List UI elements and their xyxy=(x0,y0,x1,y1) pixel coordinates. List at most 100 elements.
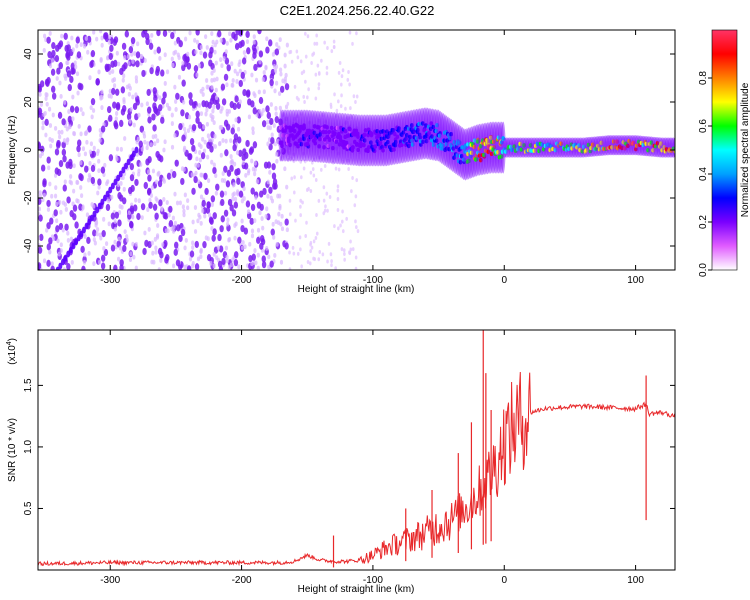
noise-cell xyxy=(136,41,140,47)
noise-cell xyxy=(237,236,242,244)
ridge-cell xyxy=(304,133,308,138)
noise-cell xyxy=(235,30,240,36)
ridge-cell xyxy=(410,142,415,147)
noise-cell xyxy=(117,236,121,242)
noise-cell xyxy=(197,121,203,129)
noise-cell xyxy=(115,146,120,152)
noise-cell xyxy=(215,76,219,82)
noise-cell xyxy=(260,111,264,117)
noise-cell xyxy=(258,50,264,58)
noise-cell xyxy=(218,125,222,130)
noise-cell xyxy=(339,223,342,228)
noise-cell xyxy=(266,141,270,147)
noise-cell xyxy=(348,251,352,256)
ridge-halo xyxy=(497,121,503,174)
noise-cell xyxy=(95,151,100,156)
noise-cell xyxy=(56,238,60,244)
ridge-cell xyxy=(322,137,327,142)
ridge-cell xyxy=(457,140,462,145)
noise-cell xyxy=(300,175,303,180)
diagonal-cell xyxy=(123,162,128,170)
ridge-halo xyxy=(461,128,467,180)
noise-cell xyxy=(162,30,168,37)
noise-cell xyxy=(121,175,125,181)
ridge-cell xyxy=(317,144,321,149)
ridge-halo xyxy=(371,114,377,167)
noise-cell xyxy=(212,68,216,73)
ridge-cell xyxy=(479,143,483,149)
noise-cell xyxy=(49,217,54,225)
ridge-halo xyxy=(431,108,437,161)
noise-cell xyxy=(237,264,241,270)
snr-scale-exponent: 4 xyxy=(6,341,13,345)
noise-cell xyxy=(38,91,42,97)
noise-cell xyxy=(256,236,261,244)
noise-cell xyxy=(197,63,201,69)
diagonal-cell xyxy=(81,226,86,234)
noise-cell xyxy=(190,172,194,178)
noise-cell xyxy=(92,145,96,151)
ridge-cell xyxy=(449,132,453,137)
ridge-cell xyxy=(477,153,482,159)
noise-cell xyxy=(57,111,63,119)
noise-cell xyxy=(266,179,270,185)
ridge-cell xyxy=(659,141,664,146)
noise-cell xyxy=(173,84,177,90)
noise-cell xyxy=(88,160,92,166)
noise-cell xyxy=(238,149,243,157)
noise-cell xyxy=(312,256,315,261)
noise-cell xyxy=(275,42,279,47)
ridge-cell xyxy=(660,148,664,153)
noise-cell xyxy=(46,36,51,44)
noise-cell xyxy=(76,145,81,153)
noise-cell xyxy=(249,217,254,225)
noise-cell xyxy=(38,190,42,195)
noise-cell xyxy=(66,230,70,236)
noise-cell xyxy=(110,60,115,68)
noise-cell xyxy=(240,39,245,47)
noise-cell xyxy=(220,83,226,91)
noise-cell xyxy=(182,167,186,172)
noise-cell xyxy=(77,139,82,147)
ridge-cell xyxy=(389,147,393,152)
x-tick-label: 0 xyxy=(501,575,507,586)
x-tick-label: -100 xyxy=(363,575,383,586)
diagonal-cell xyxy=(95,206,100,214)
noise-cell xyxy=(127,186,133,195)
ridge-cell xyxy=(422,128,426,133)
noise-cell xyxy=(258,59,262,65)
noise-cell xyxy=(199,50,203,56)
chart-title: C2E1.2024.256.22.40.G22 xyxy=(280,3,435,18)
noise-cell xyxy=(91,150,96,158)
noise-cell xyxy=(188,30,192,36)
noise-cell xyxy=(55,76,59,81)
noise-cell xyxy=(311,167,315,172)
colorbar-tick-label: 0.6 xyxy=(698,119,709,133)
noise-cell xyxy=(203,172,208,180)
noise-cell xyxy=(147,155,152,164)
noise-cell xyxy=(183,245,187,251)
ridge-cell xyxy=(649,140,654,145)
noise-cell xyxy=(261,107,265,113)
ridge-cell xyxy=(390,127,395,133)
noise-cell xyxy=(296,251,300,256)
noise-cell xyxy=(277,211,281,217)
noise-cell xyxy=(108,114,113,122)
noise-cell xyxy=(294,218,297,223)
ridge-cell xyxy=(329,125,334,131)
noise-cell xyxy=(258,96,264,105)
noise-cell xyxy=(271,221,275,227)
ridge-cell xyxy=(421,139,425,144)
x-tick-label: -200 xyxy=(232,575,252,586)
noise-cell xyxy=(48,136,52,142)
noise-cell xyxy=(154,179,159,185)
noise-cell xyxy=(46,156,51,164)
noise-cell xyxy=(236,189,240,195)
noise-cell xyxy=(350,114,353,119)
ridge-halo xyxy=(381,114,386,167)
noise-cell xyxy=(274,48,280,56)
noise-cell xyxy=(256,227,261,233)
noise-cell xyxy=(139,53,143,59)
noise-cell xyxy=(181,60,185,66)
noise-cell xyxy=(119,259,124,267)
